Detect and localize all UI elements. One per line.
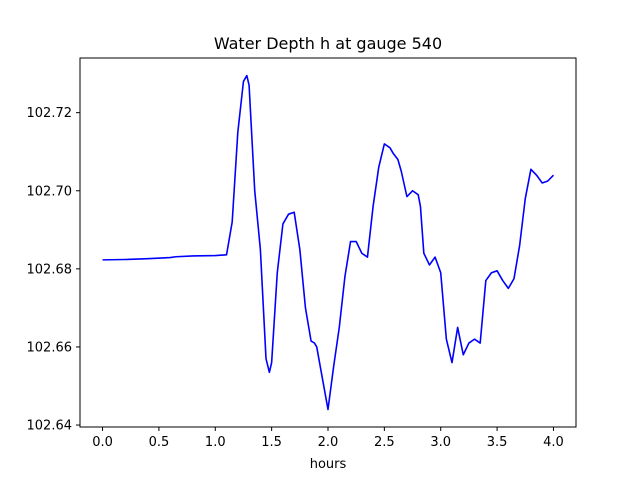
x-tick-label: 4.0	[543, 435, 564, 450]
x-tick-label: 2.0	[318, 435, 339, 450]
y-tick-label: 102.72	[27, 106, 73, 121]
x-axis-label: hours	[310, 457, 347, 472]
series-line-0	[102, 74, 555, 411]
x-tick-label: 0.5	[149, 435, 170, 450]
y-tick-label: 102.70	[27, 184, 73, 199]
x-tick-label: 3.5	[487, 435, 508, 450]
x-tick-label: 2.5	[374, 435, 395, 450]
x-axis: 0.0 0.5 1.0 1.5 2.0 2.5 3.0 3.5 4.0	[92, 427, 564, 450]
plot-area	[79, 57, 577, 428]
y-tick-label: 102.66	[27, 340, 73, 355]
chart-title: Water Depth h at gauge 540	[214, 34, 442, 53]
plot-frame	[79, 57, 577, 428]
y-tick-label: 102.64	[27, 419, 73, 434]
y-axis: 102.64 102.66 102.68 102.70 102.72	[27, 106, 80, 434]
y-tick-label: 102.68	[27, 262, 73, 277]
x-tick-label: 1.0	[205, 435, 226, 450]
x-tick-label: 3.0	[430, 435, 451, 450]
x-tick-label: 0.0	[92, 435, 113, 450]
x-tick-label: 1.5	[261, 435, 282, 450]
